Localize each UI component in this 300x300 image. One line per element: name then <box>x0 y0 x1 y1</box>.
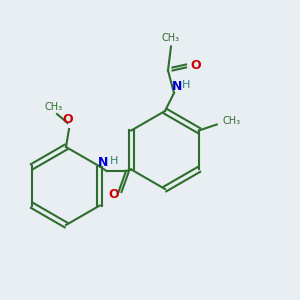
Text: H: H <box>110 155 118 166</box>
Text: O: O <box>109 188 119 201</box>
Text: CH₃: CH₃ <box>223 116 241 127</box>
Text: H: H <box>182 80 190 91</box>
Text: O: O <box>62 113 73 126</box>
Text: O: O <box>190 59 201 72</box>
Text: CH₃: CH₃ <box>45 101 63 112</box>
Text: N: N <box>172 80 182 93</box>
Text: CH₃: CH₃ <box>162 32 180 43</box>
Text: N: N <box>98 157 109 169</box>
